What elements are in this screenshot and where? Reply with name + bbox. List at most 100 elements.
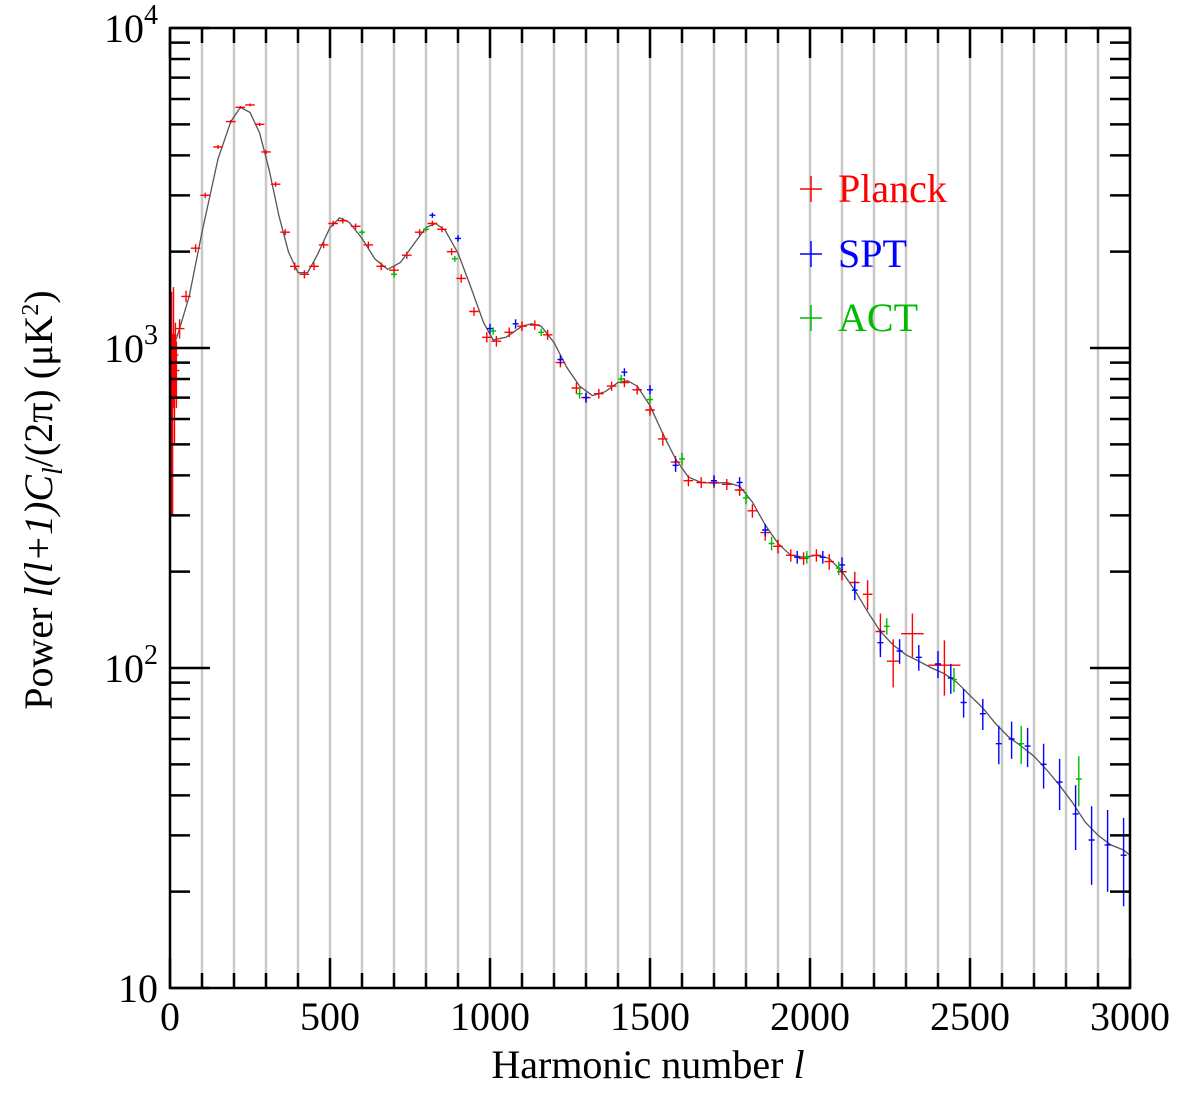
x-tick-label: 1000 bbox=[450, 994, 530, 1039]
spt-point bbox=[995, 725, 1002, 765]
planck-point bbox=[517, 321, 527, 331]
spt-point bbox=[960, 689, 967, 718]
act-point bbox=[538, 328, 545, 336]
spt-point bbox=[1072, 785, 1079, 850]
planck-point bbox=[172, 322, 179, 398]
x-axis-title-text: Harmonic number bbox=[491, 1042, 793, 1087]
act-point bbox=[391, 271, 397, 278]
planck-point bbox=[862, 580, 873, 610]
planck-point bbox=[350, 223, 361, 230]
spt-point bbox=[1104, 810, 1111, 892]
data-points-layer bbox=[168, 103, 1127, 907]
planck-point bbox=[482, 332, 492, 343]
planck-point bbox=[245, 103, 255, 107]
planck-point bbox=[174, 319, 185, 339]
spt-point bbox=[1040, 743, 1047, 789]
spt-point bbox=[647, 385, 653, 395]
planck-point bbox=[261, 149, 271, 154]
x-tick-label: 1500 bbox=[610, 994, 690, 1039]
vertical-grid bbox=[200, 28, 1100, 988]
planck-point bbox=[427, 220, 438, 227]
spt-point bbox=[557, 355, 564, 365]
spt-point bbox=[1024, 727, 1031, 768]
act-point bbox=[951, 668, 957, 693]
act-point bbox=[423, 226, 429, 232]
planck-point bbox=[491, 336, 502, 347]
planck-point bbox=[181, 290, 191, 303]
act-point bbox=[1018, 725, 1025, 765]
planck-point bbox=[928, 640, 961, 696]
planck-point bbox=[437, 226, 447, 233]
spt-point bbox=[915, 645, 922, 671]
planck-point bbox=[328, 220, 338, 227]
y-axis-title-formula: l(l+1)C bbox=[16, 474, 61, 598]
act-point bbox=[743, 491, 749, 505]
spt-point bbox=[851, 581, 858, 601]
legend-label-spt: SPT bbox=[838, 231, 907, 276]
legend-item-act: ACT bbox=[800, 295, 918, 340]
y-tick-label: 104 bbox=[104, 0, 158, 51]
y-tick-label: 102 bbox=[104, 640, 158, 691]
planck-point bbox=[747, 504, 758, 518]
planck-point bbox=[786, 549, 796, 562]
planck-point bbox=[190, 244, 201, 253]
planck-point bbox=[235, 105, 246, 109]
planck-point bbox=[606, 381, 617, 391]
x-tick-label: 500 bbox=[300, 994, 360, 1039]
planck-point bbox=[773, 539, 783, 554]
planck-point bbox=[280, 229, 290, 236]
y-axis-title: Power l(l+1)Cl/(2π) (μK2) bbox=[16, 290, 69, 709]
y-tick-label: 10 bbox=[118, 966, 158, 1011]
planck-point bbox=[469, 307, 479, 316]
x-tick-label: 2000 bbox=[770, 994, 850, 1039]
planck-point bbox=[811, 549, 822, 562]
legend-marker-planck bbox=[800, 176, 822, 202]
act-point bbox=[803, 551, 810, 564]
planck-point bbox=[632, 385, 642, 395]
spt-point bbox=[1056, 758, 1063, 810]
spt-point bbox=[979, 699, 986, 730]
y-axis-title-prefix: Power bbox=[16, 598, 61, 710]
legend-label-planck: Planck bbox=[838, 166, 947, 211]
planck-point bbox=[696, 477, 706, 489]
spt-point bbox=[736, 477, 743, 489]
axes bbox=[168, 26, 1132, 990]
spt-point bbox=[1008, 721, 1015, 759]
legend-marker-act bbox=[800, 305, 822, 331]
planck-point bbox=[402, 251, 412, 259]
legend: Planck SPT ACT bbox=[800, 166, 947, 340]
spt-point bbox=[1120, 817, 1127, 907]
planck-point bbox=[318, 241, 329, 249]
planck-point bbox=[645, 404, 655, 416]
x-tick-label: 2500 bbox=[930, 994, 1010, 1039]
planck-point bbox=[722, 478, 732, 490]
spt-point bbox=[1088, 806, 1095, 885]
planck-point bbox=[338, 217, 348, 224]
legend-item-spt: SPT bbox=[800, 231, 907, 276]
spt-point bbox=[512, 319, 519, 329]
act-point bbox=[359, 229, 365, 235]
legend-label-act: ACT bbox=[838, 295, 918, 340]
act-point bbox=[647, 395, 653, 404]
x-tick-label: 3000 bbox=[1090, 994, 1170, 1039]
act-point bbox=[679, 452, 685, 466]
x-axis-title: Harmonic number l bbox=[491, 1042, 804, 1087]
spt-point bbox=[429, 212, 436, 218]
legend-item-planck: Planck bbox=[800, 166, 947, 211]
act-point bbox=[490, 327, 497, 335]
planck-point bbox=[299, 270, 310, 279]
y-tick-labels: 10 102 103 104 bbox=[104, 0, 158, 1011]
spt-point bbox=[487, 323, 493, 334]
planck-point bbox=[542, 329, 553, 340]
y-axis-title-subscript: l bbox=[38, 467, 69, 475]
act-point bbox=[1075, 756, 1082, 807]
act-point bbox=[451, 255, 458, 262]
act-point bbox=[835, 561, 842, 576]
y-tick-label: 103 bbox=[104, 320, 158, 371]
spt-point bbox=[455, 235, 461, 242]
y-axis-title-sup: 2 bbox=[18, 304, 44, 316]
spt-point bbox=[794, 551, 801, 564]
planck-point bbox=[309, 262, 319, 271]
planck-point bbox=[824, 554, 834, 570]
